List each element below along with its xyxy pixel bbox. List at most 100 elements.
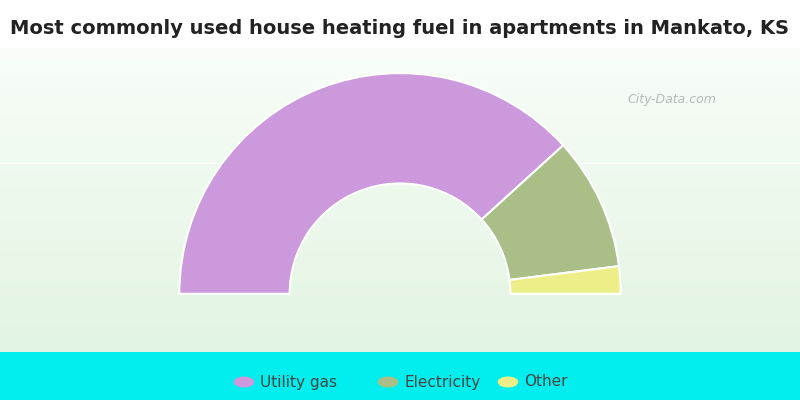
Bar [0,276,800,278]
Bar [0,245,800,246]
Bar [0,205,800,206]
Bar [0,300,800,301]
Bar [0,135,800,136]
Bar [0,172,800,173]
Bar [0,375,800,377]
Bar [0,261,800,262]
Bar [0,348,800,349]
Bar [0,154,800,155]
Bar [0,225,800,227]
Bar [0,118,800,120]
Bar [0,129,800,130]
Bar [0,155,800,157]
Bar [0,337,800,338]
Bar [0,394,800,396]
Bar [0,319,800,320]
Bar [0,130,800,132]
Bar [0,88,800,89]
Bar [0,338,800,340]
Bar [0,389,800,390]
Bar [0,305,800,306]
Bar [0,165,800,166]
Bar [0,92,800,93]
Wedge shape [510,266,621,294]
Bar [0,308,800,309]
Bar [0,250,800,252]
Bar [0,262,800,264]
Bar [0,162,800,164]
Bar [0,367,800,368]
Bar [0,67,800,69]
Bar [0,388,800,389]
Bar [0,159,800,161]
Bar [0,304,800,305]
Bar [0,191,800,192]
Bar [0,397,800,399]
Bar [0,180,800,181]
Bar [0,206,800,208]
Bar [0,59,800,60]
Text: Electricity: Electricity [404,374,480,390]
Bar [0,330,800,331]
Bar [0,352,800,400]
Bar [0,345,800,346]
Bar [0,301,800,302]
Bar [0,291,800,293]
Bar [0,194,800,195]
Bar [0,136,800,137]
Bar [0,66,800,67]
Bar [0,181,800,183]
Bar [0,174,800,176]
Bar [0,196,800,198]
Bar [0,235,800,236]
Bar [0,186,800,187]
Bar [0,227,800,228]
Bar [0,223,800,224]
Bar [0,393,800,394]
Bar [0,333,800,334]
Bar [0,284,800,286]
Bar [0,236,800,238]
Bar [0,257,800,258]
Bar [0,132,800,133]
Text: Other: Other [524,374,567,390]
Bar [0,289,800,290]
Bar [0,242,800,243]
Bar [0,374,800,375]
Bar [0,173,800,174]
Bar [0,60,800,62]
Bar [0,286,800,287]
Bar [0,158,800,159]
Bar [0,323,800,324]
Bar [0,396,800,397]
Bar [0,279,800,280]
Bar [0,124,800,125]
Bar [0,170,800,172]
Bar [0,122,800,124]
Bar [0,256,800,257]
Bar [0,334,800,335]
Bar [0,353,800,355]
Bar [0,82,800,84]
Bar [0,148,800,150]
Bar [0,335,800,337]
Bar [0,390,800,392]
Bar [0,280,800,282]
Bar [0,111,800,113]
Bar [0,346,800,348]
Bar [0,382,800,384]
Bar [0,169,800,170]
Bar [0,62,800,63]
Bar [0,184,800,186]
Bar [0,243,800,245]
Bar [0,268,800,269]
Bar [0,370,800,371]
Bar [0,143,800,144]
Bar [0,76,800,77]
Bar [0,228,800,230]
Bar [0,302,800,304]
Bar [0,327,800,328]
Bar [0,168,800,169]
Bar [0,360,800,362]
Bar [0,210,800,212]
